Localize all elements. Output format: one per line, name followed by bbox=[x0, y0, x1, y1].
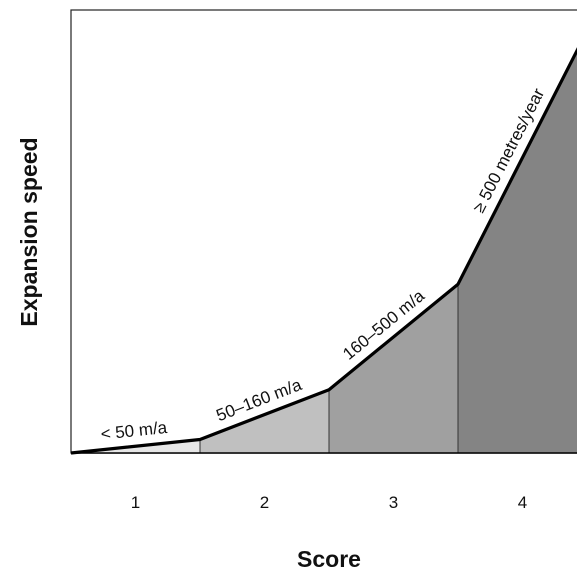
x-axis-title: Score bbox=[297, 546, 361, 570]
tick-labels-layer: 1 2 3 4 bbox=[131, 493, 527, 512]
segment-area-score-4 bbox=[457, 49, 577, 454]
expansion-curve bbox=[70, 47, 577, 455]
segment-label-score-1: < 50 m/a bbox=[100, 418, 169, 444]
segments-layer bbox=[70, 49, 577, 454]
y-axis-title: Expansion speed bbox=[16, 137, 42, 326]
x-tick-label-4: 4 bbox=[518, 493, 527, 512]
x-tick-label-1: 1 bbox=[131, 493, 140, 512]
x-tick-label-2: 2 bbox=[260, 493, 269, 512]
x-tick-label-3: 3 bbox=[389, 493, 398, 512]
